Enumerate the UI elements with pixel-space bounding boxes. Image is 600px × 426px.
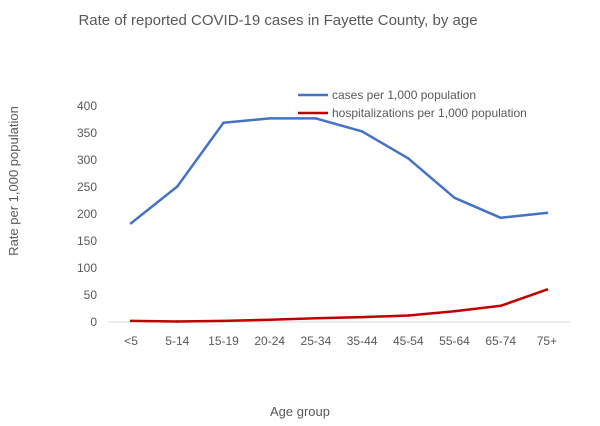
y-tick-label: 200 <box>77 207 97 221</box>
y-tick-label: 250 <box>77 180 97 194</box>
series-2-point <box>129 319 133 323</box>
series-1-point <box>176 185 179 188</box>
series-1-point <box>499 216 503 220</box>
x-tick-label: 55-64 <box>439 334 470 348</box>
y-tick-label: 400 <box>77 99 97 113</box>
x-tick-label: 35-44 <box>347 334 378 348</box>
series-1-point <box>453 196 456 200</box>
series-2-point <box>545 288 549 291</box>
legend: cases per 1,000 population hospitalizatio… <box>298 88 527 120</box>
y-tick-label: 50 <box>84 288 98 302</box>
series-line-1 <box>129 117 549 225</box>
y-tick-label: 150 <box>77 234 97 248</box>
x-tick-label: 25-34 <box>301 334 332 348</box>
series-1-point <box>360 130 364 133</box>
series-2-point <box>453 309 456 313</box>
chart-title: Rate of reported COVID-19 cases in Fayet… <box>78 12 477 29</box>
series-1-point <box>268 117 272 120</box>
x-tick-label: 65-74 <box>485 334 516 348</box>
x-tick-label: <5 <box>124 334 138 348</box>
y-axis-title: Rate per 1,000 population <box>6 106 21 256</box>
plot-area <box>129 117 549 323</box>
x-tick-label: 20-24 <box>254 334 285 348</box>
series-2-point <box>314 316 318 320</box>
x-tick-label: 45-54 <box>393 334 424 348</box>
y-tick-label: 300 <box>77 153 97 167</box>
x-tick-label: 75+ <box>537 334 557 348</box>
x-tick-label: 15-19 <box>208 334 239 348</box>
series-2-point <box>499 304 503 308</box>
series-1-point <box>407 157 410 160</box>
series-2-point <box>176 320 179 323</box>
series-2-point <box>407 314 410 317</box>
series-1-point <box>545 211 549 215</box>
series-1-point <box>129 221 133 225</box>
y-tick-label: 100 <box>77 261 97 275</box>
legend-label-1: cases per 1,000 population <box>332 88 476 102</box>
series-2-point <box>360 315 364 319</box>
series-2-point <box>222 319 225 323</box>
y-tick-label: 0 <box>90 315 97 329</box>
series-1-point <box>222 121 225 125</box>
series-1-point <box>314 117 318 120</box>
y-tick-label: 350 <box>77 126 97 140</box>
x-axis: <5 5-14 15-19 20-24 25-34 35-44 45-54 55-64 65-7… <box>124 334 557 348</box>
x-axis-title: Age group <box>270 404 330 419</box>
x-tick-label: 5-14 <box>165 334 189 348</box>
series-line-2 <box>129 288 549 323</box>
series-2-point <box>268 318 272 322</box>
legend-label-2: hospitalizations per 1,000 population <box>332 106 527 120</box>
y-axis: 0 50 100 150 200 250 300 350 400 <box>77 99 97 329</box>
